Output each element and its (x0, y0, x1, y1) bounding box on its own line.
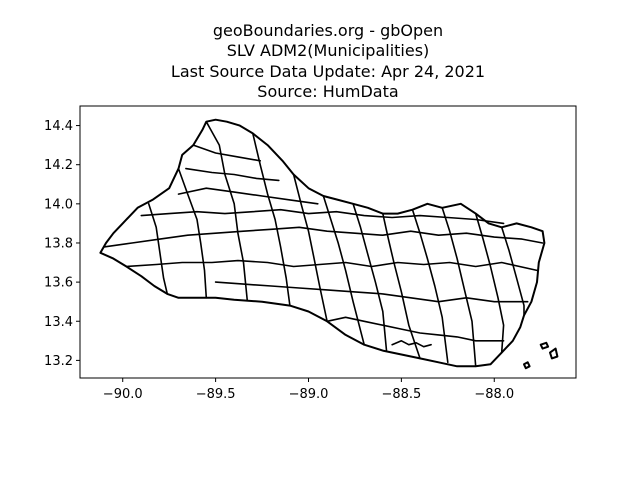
municipality-boundary (214, 281, 529, 303)
y-tick-label: 13.4 (44, 315, 73, 330)
municipality-boundary (252, 132, 291, 307)
y-tick-label: 14.4 (44, 119, 73, 134)
y-tick-label: 13.2 (44, 354, 73, 369)
island-outline (523, 361, 531, 370)
title-line-4: Source: HumData (257, 82, 398, 101)
y-tick-label: 13.6 (44, 276, 73, 291)
municipality-boundary (177, 187, 319, 205)
title-line-2: SLV ADM2(Municipalities) (227, 41, 430, 60)
island-outline (539, 341, 550, 350)
y-tick-label: 14.0 (44, 197, 73, 212)
municipality-boundary (140, 208, 505, 225)
municipality-boundary (441, 207, 477, 368)
island-outline (549, 347, 559, 360)
map-boundaries (99, 118, 559, 370)
municipality-boundary (292, 173, 328, 323)
x-axis: −90.0 −89.5 −89.0 −88.5 −88.0 (103, 378, 514, 402)
municipality-boundary (322, 195, 365, 346)
municipality-boundary (500, 226, 525, 317)
plot-area (79, 105, 577, 379)
municipality-boundary (192, 144, 261, 162)
country-outline (99, 118, 546, 368)
y-tick-label: 14.2 (44, 158, 73, 173)
figure-title: geoBoundaries.org - gbOpen SLV ADM2(Muni… (171, 21, 485, 101)
municipality-boundary (147, 203, 169, 295)
municipality-boundary (352, 203, 388, 352)
municipality-boundary (125, 259, 538, 272)
municipality-boundary (103, 226, 544, 248)
municipality-boundary (411, 208, 449, 364)
municipality-boundary (205, 120, 248, 301)
title-line-3: Last Source Data Update: Apr 24, 2021 (171, 62, 485, 81)
x-tick-label: −89.0 (289, 387, 329, 402)
municipality-boundary (326, 316, 505, 342)
x-tick-label: −88.0 (474, 387, 514, 402)
x-tick-label: −90.0 (103, 387, 143, 402)
title-line-1: geoBoundaries.org - gbOpen (213, 21, 443, 40)
municipality-boundary (177, 167, 208, 299)
municipality-boundary (185, 167, 280, 182)
x-tick-label: −89.5 (196, 387, 236, 402)
y-tick-label: 13.8 (44, 236, 73, 251)
axes-frame (79, 105, 577, 379)
x-tick-label: −88.5 (381, 387, 421, 402)
municipality-boundary (391, 340, 432, 348)
y-axis: 13.2 13.4 13.6 13.8 14.0 14.2 14.4 (44, 119, 80, 369)
